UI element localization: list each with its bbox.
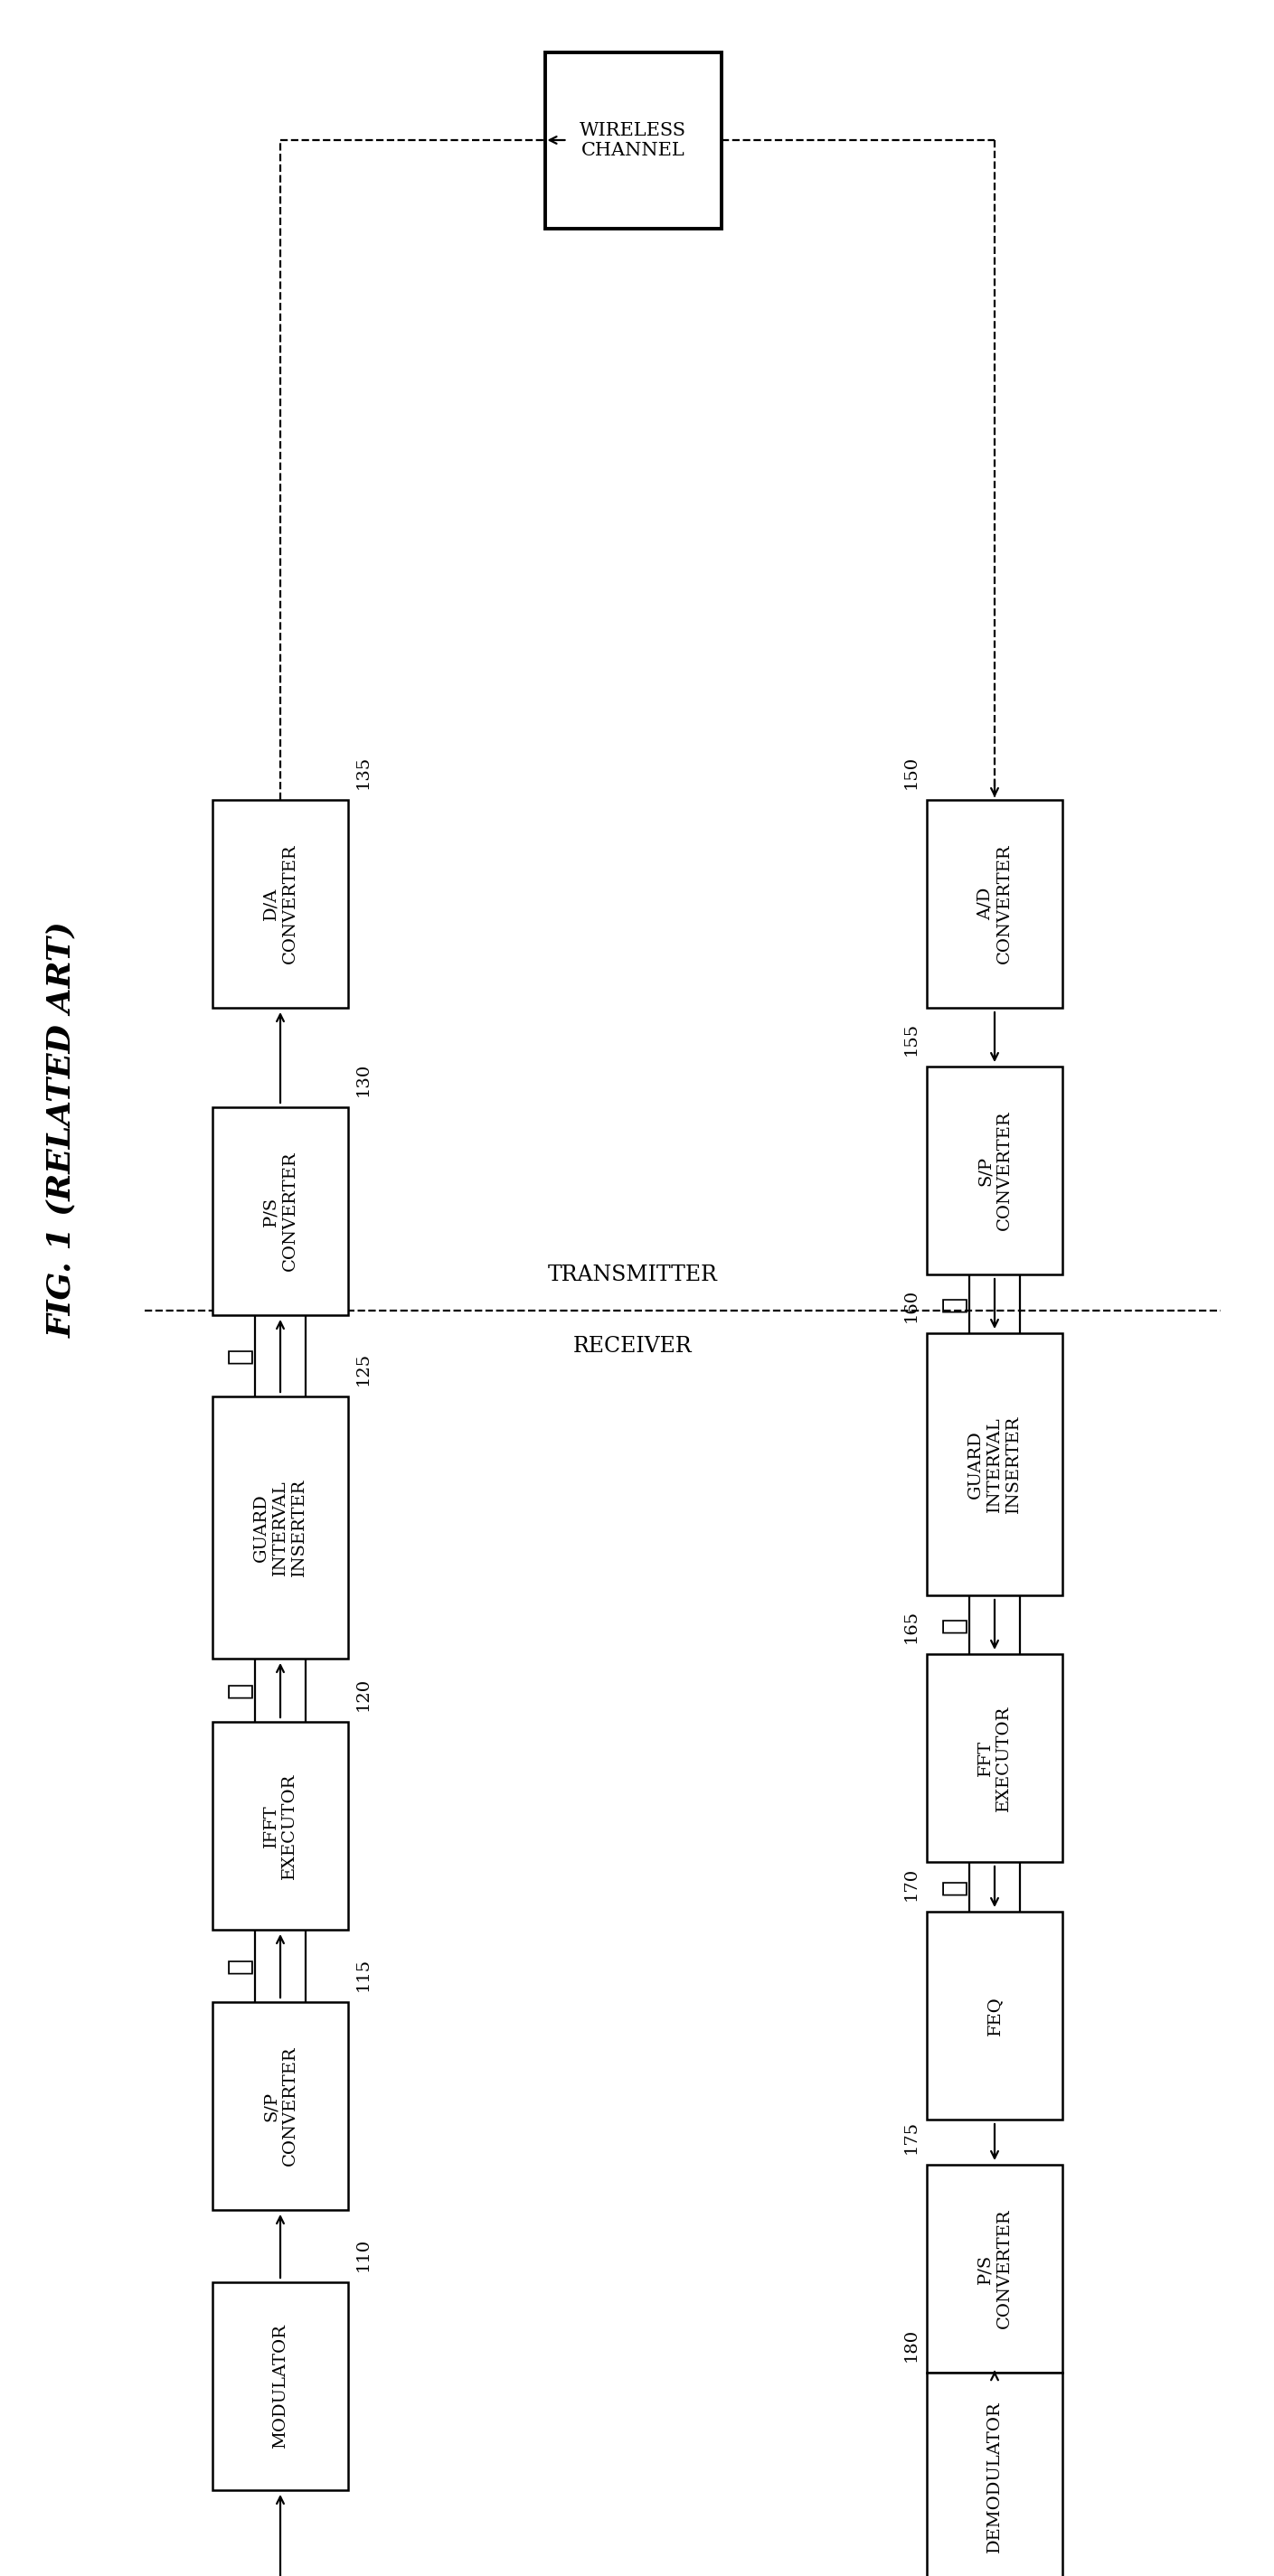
Text: 130: 130 bbox=[355, 1064, 372, 1097]
Text: 115: 115 bbox=[355, 1958, 372, 1991]
Text: 150: 150 bbox=[903, 755, 920, 788]
Text: FFT
EXECUTOR: FFT EXECUTOR bbox=[977, 1705, 1012, 1811]
Text: GUARD
INTERVAL
INSERTER: GUARD INTERVAL INSERTER bbox=[254, 1479, 307, 1577]
Text: 135: 135 bbox=[355, 755, 372, 788]
Text: 155: 155 bbox=[903, 1023, 920, 1056]
Text: RECEIVER: RECEIVER bbox=[573, 1337, 693, 1358]
Text: A/D
CONVERTER: A/D CONVERTER bbox=[977, 845, 1012, 963]
Text: ⋯: ⋯ bbox=[940, 1296, 968, 1311]
Text: 170: 170 bbox=[903, 1868, 920, 1901]
Text: 165: 165 bbox=[903, 1610, 920, 1643]
Bar bbox=[926, 1654, 1063, 1862]
Text: S/P
CONVERTER: S/P CONVERTER bbox=[262, 2045, 298, 2166]
Text: ⋯: ⋯ bbox=[940, 1878, 968, 1896]
Text: 120: 120 bbox=[355, 1677, 372, 1710]
Bar bbox=[926, 2164, 1063, 2372]
Text: IFFT
EXECUTOR: IFFT EXECUTOR bbox=[262, 1772, 298, 1878]
Text: GUARD
INTERVAL
INSERTER: GUARD INTERVAL INSERTER bbox=[968, 1414, 1022, 1512]
Text: FEQ: FEQ bbox=[986, 1996, 1003, 2035]
Bar bbox=[213, 801, 348, 1007]
Text: D/A
CONVERTER: D/A CONVERTER bbox=[262, 845, 298, 963]
Text: 180: 180 bbox=[903, 2329, 920, 2362]
Text: MODULATOR: MODULATOR bbox=[273, 2324, 288, 2450]
Text: TRANSMITTER: TRANSMITTER bbox=[548, 1265, 717, 1285]
Bar bbox=[213, 1721, 348, 1929]
Bar bbox=[213, 1108, 348, 1316]
Text: P/S
CONVERTER: P/S CONVERTER bbox=[262, 1151, 298, 1270]
Bar bbox=[545, 52, 721, 229]
Text: DEMODULATOR: DEMODULATOR bbox=[986, 2401, 1003, 2553]
Bar bbox=[926, 1066, 1063, 1275]
Bar bbox=[926, 2372, 1063, 2576]
Text: 160: 160 bbox=[903, 1288, 920, 1321]
Text: FIG. 1 (RELATED ART): FIG. 1 (RELATED ART) bbox=[46, 922, 76, 1337]
Text: 110: 110 bbox=[355, 2239, 372, 2272]
Text: S/P
CONVERTER: S/P CONVERTER bbox=[977, 1110, 1012, 1231]
Bar bbox=[213, 1396, 348, 1659]
Text: 125: 125 bbox=[355, 1352, 372, 1386]
Text: ⋯: ⋯ bbox=[225, 1682, 254, 1698]
Text: 175: 175 bbox=[903, 2120, 920, 2154]
Bar bbox=[926, 801, 1063, 1007]
Text: P/S
CONVERTER: P/S CONVERTER bbox=[977, 2208, 1012, 2329]
Bar bbox=[213, 2282, 348, 2491]
Text: WIRELESS
CHANNEL: WIRELESS CHANNEL bbox=[580, 121, 687, 160]
Text: ⋯: ⋯ bbox=[225, 1347, 254, 1365]
Bar bbox=[213, 2002, 348, 2210]
Bar bbox=[926, 1334, 1063, 1595]
Bar bbox=[926, 1911, 1063, 2120]
Text: ⋯: ⋯ bbox=[225, 1958, 254, 1973]
Text: ⋯: ⋯ bbox=[940, 1618, 968, 1633]
